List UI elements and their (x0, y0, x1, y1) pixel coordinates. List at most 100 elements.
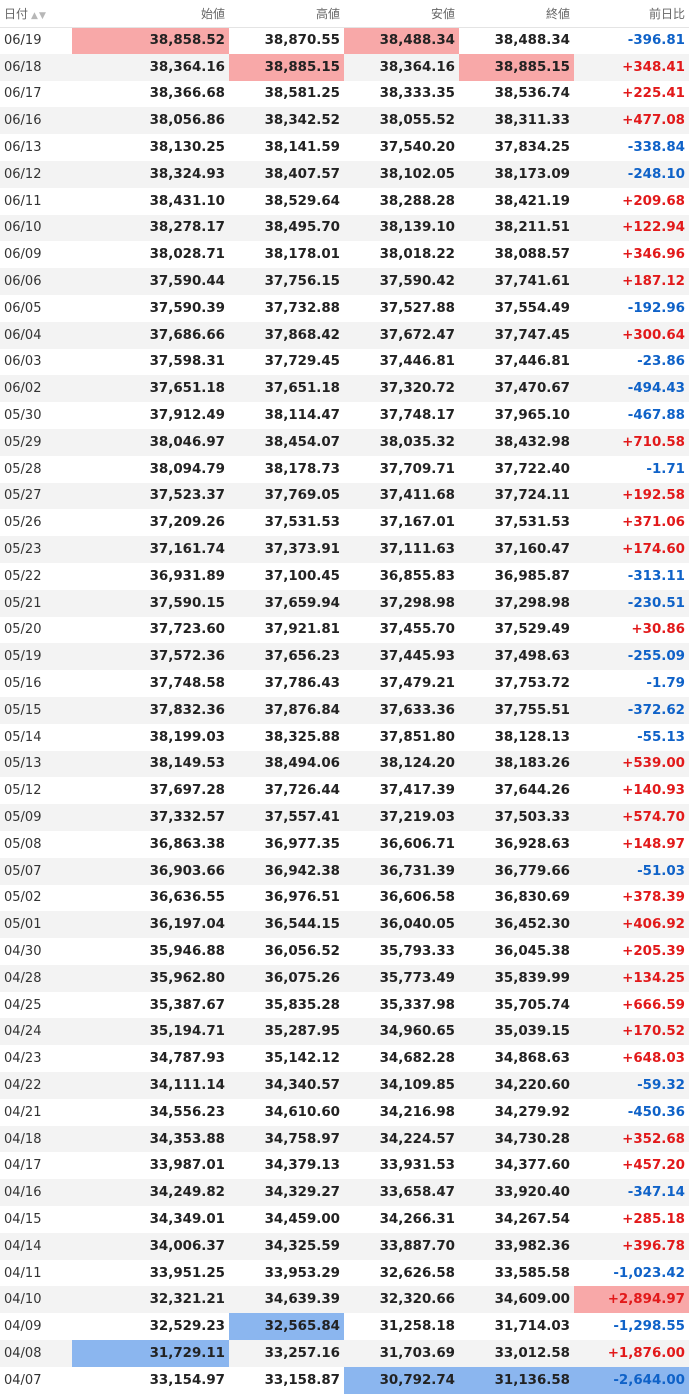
cell-change: +396.78 (574, 1232, 689, 1260)
cell-date: 04/21 (4, 1104, 42, 1120)
cell-close: 34,609.00 (459, 1286, 574, 1314)
cell-low: 30,792.74 (344, 1366, 459, 1394)
cell-close: 38,488.34 (494, 33, 570, 49)
cell-date: 06/05 (4, 300, 42, 316)
cell-change: +174.60 (574, 536, 689, 563)
table-row: 05/21 37,590.15 37,659.94 37,298.98 37,298.9… (0, 589, 689, 617)
table-row: 06/03 37,598.31 37,729.45 37,446.81 37,446.8… (0, 349, 689, 376)
cell-date: 04/22 (0, 1072, 72, 1099)
table-row: 06/16 38,056.86 38,342.52 38,055.52 38,311.3… (0, 107, 689, 135)
cell-change: -313.11 (627, 568, 685, 584)
table-row: 06/05 37,590.39 37,732.88 37,527.88 37,554.4… (0, 295, 689, 322)
cell-high: 34,758.97 (229, 1125, 344, 1153)
header-close[interactable]: 終値 (459, 0, 574, 28)
table-row: 04/15 34,349.01 34,459.00 34,266.31 34,267.5… (0, 1206, 689, 1233)
cell-close: 34,267.54 (494, 1211, 570, 1227)
cell-date: 06/06 (0, 268, 72, 295)
cell-change: -255.09 (574, 643, 689, 671)
sort-asc-icon[interactable]: ▲ (31, 10, 39, 21)
cell-date: 04/09 (4, 1319, 42, 1335)
cell-close: 33,920.40 (459, 1179, 574, 1207)
cell-high: 34,610.60 (264, 1104, 340, 1120)
table-header-row: 日付 ▲▼ 始値 高値 安値 終値 前日比 (0, 0, 689, 28)
cell-low: 31,258.18 (379, 1319, 455, 1335)
cell-change: -396.81 (627, 33, 685, 49)
cell-change: +187.12 (574, 268, 689, 295)
cell-open: 38,199.03 (149, 729, 225, 745)
cell-date: 06/16 (0, 107, 72, 135)
header-date[interactable]: 日付 ▲▼ (0, 0, 72, 28)
cell-close: 37,755.51 (459, 696, 574, 724)
cell-open: 33,987.01 (149, 1158, 225, 1174)
cell-open: 38,028.71 (149, 247, 225, 263)
cell-date: 05/29 (0, 428, 72, 456)
cell-date: 05/19 (0, 643, 72, 671)
table-row: 05/09 37,332.57 37,557.41 37,219.03 37,503.3… (0, 804, 689, 831)
cell-close: 36,985.87 (494, 568, 570, 584)
table-row: 04/23 34,787.93 35,142.12 34,682.28 34,868.6… (0, 1045, 689, 1072)
cell-high: 36,976.51 (264, 890, 340, 906)
cell-close: 36,779.66 (459, 857, 574, 885)
table-row: 05/07 36,903.66 36,942.38 36,731.39 36,779.6… (0, 857, 689, 885)
cell-low: 37,748.17 (379, 408, 455, 424)
header-open[interactable]: 始値 (72, 0, 229, 28)
cell-change: +122.94 (574, 214, 689, 242)
cell-change: +225.41 (622, 86, 685, 102)
cell-date: 04/11 (4, 1265, 42, 1281)
cell-open: 34,249.82 (72, 1179, 229, 1207)
cell-open: 37,723.60 (149, 622, 225, 638)
cell-date: 06/04 (0, 321, 72, 349)
cell-close: 35,039.15 (459, 1018, 574, 1046)
header-low[interactable]: 安値 (344, 0, 459, 28)
sort-toggle[interactable]: ▲▼ (31, 11, 47, 21)
cell-high: 34,379.13 (264, 1158, 340, 1174)
table-row: 05/28 38,094.79 38,178.73 37,709.71 37,722.4… (0, 456, 689, 483)
cell-open: 37,697.28 (149, 783, 225, 799)
cell-date: 04/30 (4, 943, 42, 959)
table-row: 04/07 33,154.97 33,158.87 30,792.74 31,136.5… (0, 1366, 689, 1394)
cell-open: 33,951.25 (149, 1265, 225, 1281)
cell-high: 37,921.81 (264, 622, 340, 638)
cell-date: 06/09 (4, 247, 42, 263)
cell-close: 37,644.26 (494, 783, 570, 799)
cell-high: 35,287.95 (229, 1018, 344, 1046)
cell-change: +1,876.00 (574, 1340, 689, 1367)
header-high[interactable]: 高値 (229, 0, 344, 28)
cell-change: +30.86 (631, 622, 685, 638)
cell-open: 34,787.93 (149, 1051, 225, 1067)
cell-high: 37,651.18 (229, 375, 344, 403)
cell-change: +539.00 (574, 750, 689, 778)
cell-high: 37,732.88 (264, 300, 340, 316)
cell-close: 34,730.28 (459, 1125, 574, 1153)
cell-change: -338.84 (627, 140, 685, 156)
cell-high: 37,729.45 (264, 354, 340, 370)
cell-close: 33,982.36 (459, 1232, 574, 1260)
cell-change: +348.41 (574, 53, 689, 81)
table-row: 05/30 37,912.49 38,114.47 37,748.17 37,965.1… (0, 402, 689, 429)
cell-open: 37,590.15 (72, 589, 229, 617)
cell-open: 34,349.01 (149, 1211, 225, 1227)
cell-open: 37,651.18 (72, 375, 229, 403)
cell-high: 37,726.44 (264, 783, 340, 799)
table-row: 04/17 33,987.01 34,379.13 33,931.53 34,377.6… (0, 1152, 689, 1179)
cell-date: 04/24 (0, 1018, 72, 1046)
cell-date: 04/14 (0, 1232, 72, 1260)
table-row: 04/11 33,951.25 33,953.29 32,626.58 33,585.5… (0, 1260, 689, 1287)
cell-close: 37,834.25 (494, 140, 570, 156)
cell-date: 06/10 (0, 214, 72, 242)
cell-high: 38,325.88 (264, 729, 340, 745)
sort-desc-icon[interactable]: ▼ (38, 10, 47, 21)
cell-date: 04/10 (0, 1286, 72, 1314)
cell-open: 36,903.66 (72, 857, 229, 885)
header-change[interactable]: 前日比 (574, 0, 689, 28)
cell-close: 37,747.45 (459, 321, 574, 349)
table-row: 06/19 38,858.52 38,870.55 38,488.34 38,488.3… (0, 27, 689, 54)
cell-open: 35,946.88 (149, 943, 225, 959)
cell-date: 05/08 (4, 836, 42, 852)
cell-high: 38,495.70 (229, 214, 344, 242)
table-row: 04/14 34,006.37 34,325.59 33,887.70 33,982.3… (0, 1232, 689, 1260)
table-row: 05/15 37,832.36 37,876.84 37,633.36 37,755.5… (0, 696, 689, 724)
cell-close: 34,377.60 (494, 1158, 570, 1174)
cell-low: 34,960.65 (344, 1018, 459, 1046)
table-row: 05/13 38,149.53 38,494.06 38,124.20 38,183.2… (0, 750, 689, 778)
